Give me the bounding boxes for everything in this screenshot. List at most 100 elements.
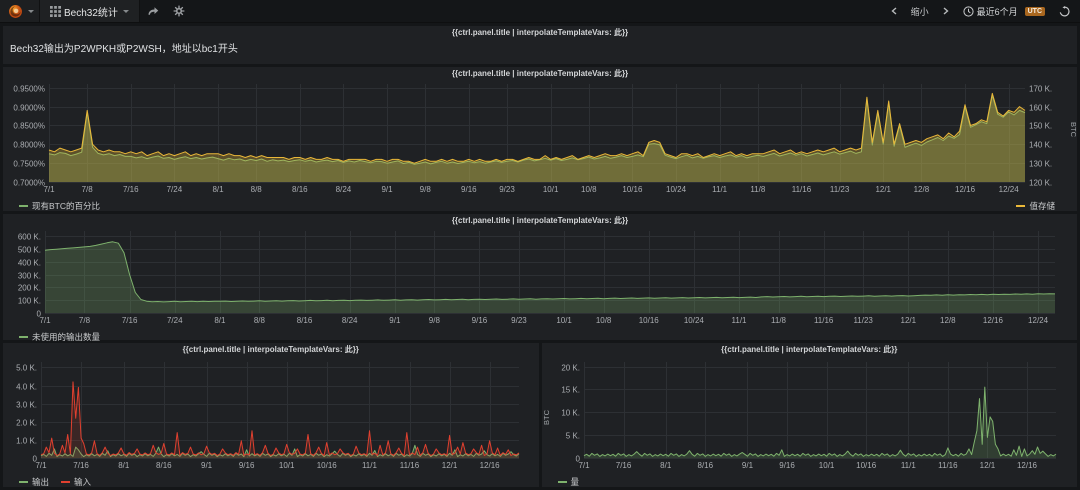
time-range-picker-button[interactable]: 最近6个月 UTC	[956, 0, 1052, 22]
svg-text:120 K.: 120 K.	[1029, 179, 1052, 188]
svg-text:1.0 K.: 1.0 K.	[16, 437, 37, 446]
chart-legend: 现有BTC的百分比 值存储	[3, 200, 1077, 214]
legend-label: 输出	[32, 477, 50, 487]
bottom-row: {{ctrl.panel.title | interpolateTemplate…	[3, 343, 1077, 487]
panel-outputs-inputs: {{ctrl.panel.title | interpolateTemplate…	[3, 343, 539, 487]
svg-text:10/8: 10/8	[581, 185, 597, 194]
legend-item[interactable]: 输入	[61, 476, 91, 488]
svg-text:9/1: 9/1	[381, 185, 393, 194]
svg-text:7/1: 7/1	[35, 461, 47, 470]
svg-text:12/24: 12/24	[1028, 316, 1049, 325]
svg-text:12/1: 12/1	[979, 461, 995, 470]
legend-label: 未使用的输出数量	[32, 332, 101, 342]
unspent-outputs-plot[interactable]: 0 100 K. 200 K. 300 K. 400 K. 500 K. 600 K. 7/1…	[5, 227, 1065, 326]
zoom-out-button[interactable]: 缩小	[904, 0, 936, 22]
svg-text:0: 0	[33, 455, 38, 464]
panel-volume: {{ctrl.panel.title | interpolateTemplate…	[541, 343, 1078, 488]
legend-item[interactable]: 值存储	[1016, 200, 1055, 212]
grafana-logo-button[interactable]	[0, 0, 39, 22]
legend-item[interactable]: 现有BTC的百分比	[19, 200, 100, 212]
svg-text:170 K.: 170 K.	[1029, 85, 1052, 94]
legend-label: 量	[570, 477, 580, 487]
svg-text:9/16: 9/16	[472, 316, 488, 325]
legend-label: 现有BTC的百分比	[32, 201, 101, 211]
svg-text:12/16: 12/16	[480, 461, 501, 470]
panel-title[interactable]: {{ctrl.panel.title | interpolateTemplate…	[451, 28, 629, 37]
svg-text:10/24: 10/24	[666, 185, 687, 194]
svg-text:12/1: 12/1	[442, 461, 458, 470]
svg-text:7/8: 7/8	[82, 185, 94, 194]
svg-text:0.7500%: 0.7500%	[13, 160, 45, 169]
chart-legend: 未使用的输出数量	[3, 331, 1077, 345]
svg-text:150 K.: 150 K.	[1029, 122, 1052, 131]
svg-text:10/1: 10/1	[556, 316, 572, 325]
svg-text:15 K.: 15 K.	[561, 386, 580, 395]
text-panel: {{ctrl.panel.title | interpolateTemplate…	[3, 26, 1077, 64]
text-panel-body: Bech32输出为P2WPKH或P2WSH，地址以bc1开头	[10, 44, 238, 55]
svg-text:7/16: 7/16	[122, 316, 138, 325]
svg-text:9/8: 9/8	[420, 185, 432, 194]
settings-button[interactable]	[166, 0, 192, 22]
svg-text:7/1: 7/1	[39, 316, 51, 325]
svg-text:8/16: 8/16	[156, 461, 172, 470]
svg-text:7/16: 7/16	[73, 461, 89, 470]
chart-unspent-outputs[interactable]: 0 100 K. 200 K. 300 K. 400 K. 500 K. 600 K. 7/1…	[3, 227, 1077, 331]
share-icon	[147, 5, 159, 17]
refresh-button[interactable]	[1052, 0, 1080, 22]
gear-icon	[173, 5, 185, 17]
svg-text:10/16: 10/16	[639, 316, 660, 325]
caret-down-icon	[122, 9, 129, 13]
svg-text:0: 0	[575, 455, 580, 464]
chart-volume[interactable]: 0 5 K. 10 K. 15 K. 20 K. 7/1 7/16 8/1 8/16 9/1 9/1…	[542, 356, 1078, 476]
svg-text:10/1: 10/1	[279, 461, 295, 470]
svg-text:12/16: 12/16	[1016, 461, 1037, 470]
svg-text:0.7000%: 0.7000%	[13, 179, 45, 188]
svg-text:9/1: 9/1	[389, 316, 401, 325]
btc-percentage-vs-stored-plot[interactable]: 0.7000% 0.7500% 0.8000% 0.8500% 0.9000% 0.950…	[5, 80, 1065, 195]
svg-text:3.0 K.: 3.0 K.	[16, 401, 37, 410]
svg-text:300 K.: 300 K.	[18, 272, 41, 281]
legend-item[interactable]: 输出	[19, 476, 49, 488]
svg-text:0.8500%: 0.8500%	[13, 122, 45, 131]
legend-marker	[61, 481, 71, 483]
top-navbar: Bech32统计	[0, 0, 1080, 23]
svg-text:8/24: 8/24	[342, 316, 358, 325]
svg-text:9/23: 9/23	[511, 316, 527, 325]
svg-text:12/16: 12/16	[955, 185, 976, 194]
svg-text:11/8: 11/8	[771, 316, 787, 325]
svg-text:0.8000%: 0.8000%	[13, 141, 45, 150]
time-shift-back-button[interactable]	[884, 0, 904, 22]
svg-text:9/16: 9/16	[239, 461, 255, 470]
panel-title[interactable]: {{ctrl.panel.title | interpolateTemplate…	[451, 69, 629, 78]
volume-btc-plot[interactable]: 0 5 K. 10 K. 15 K. 20 K. 7/1 7/16 8/1 8/16 9/1 9/1…	[544, 356, 1066, 471]
svg-text:7/24: 7/24	[167, 185, 183, 194]
zoom-out-label: 缩小	[910, 6, 929, 17]
legend-item[interactable]: 未使用的输出数量	[19, 331, 100, 343]
svg-text:8/1: 8/1	[214, 316, 226, 325]
panel-btc-percentage: {{ctrl.panel.title | interpolateTemplate…	[3, 67, 1078, 214]
svg-text:11/23: 11/23	[853, 316, 873, 325]
legend-marker	[19, 336, 28, 338]
panel-title[interactable]: {{ctrl.panel.title | interpolateTemplate…	[721, 345, 898, 354]
chart-outputs-inputs[interactable]: 0 1.0 K. 2.0 K. 3.0 K. 4.0 K. 5.0 K. 7/1 7/16 8/…	[3, 356, 539, 476]
chart-btc-percentage[interactable]: 0.7000% 0.7500% 0.8000% 0.8500% 0.9000% 0.950…	[3, 80, 1077, 200]
legend-marker	[19, 205, 28, 207]
dashboard-picker-button[interactable]: Bech32统计	[39, 0, 140, 22]
outputs-vs-inputs-plot[interactable]: 0 1.0 K. 2.0 K. 3.0 K. 4.0 K. 5.0 K. 7/1 7/16 8/…	[5, 356, 527, 471]
panel-title[interactable]: {{ctrl.panel.title | interpolateTemplate…	[451, 216, 629, 225]
caret-down-icon	[28, 9, 34, 13]
svg-text:11/1: 11/1	[900, 461, 916, 470]
svg-text:140 K.: 140 K.	[1029, 141, 1052, 150]
panel-title[interactable]: {{ctrl.panel.title | interpolateTemplate…	[182, 345, 359, 354]
svg-text:12/8: 12/8	[940, 316, 956, 325]
time-shift-forward-button[interactable]	[936, 0, 956, 22]
legend-item[interactable]: 量	[557, 476, 580, 488]
svg-text:12/8: 12/8	[914, 185, 930, 194]
svg-text:400 K.: 400 K.	[18, 259, 41, 268]
clock-icon	[963, 5, 974, 17]
svg-text:12/1: 12/1	[901, 316, 917, 325]
share-button[interactable]	[140, 0, 166, 22]
svg-text:9/16: 9/16	[461, 185, 477, 194]
svg-text:11/16: 11/16	[400, 461, 420, 470]
